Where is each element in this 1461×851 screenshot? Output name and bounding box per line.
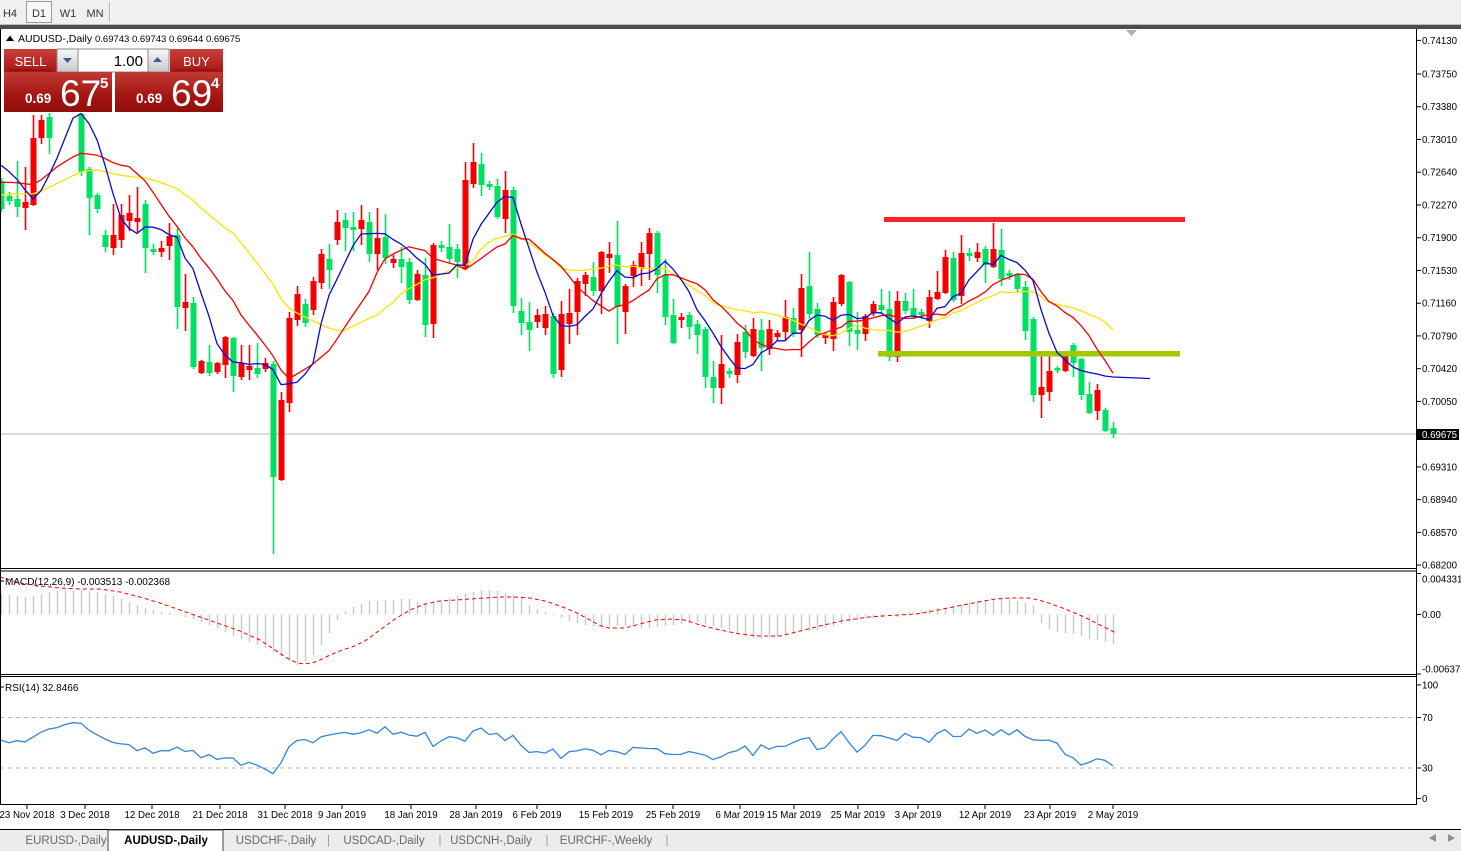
svg-text:0.70420: 0.70420 bbox=[1422, 364, 1458, 375]
svg-text:0.73380: 0.73380 bbox=[1422, 102, 1458, 113]
svg-text:-0.006373: -0.006373 bbox=[1422, 665, 1461, 676]
svg-text:1.00: 1.00 bbox=[114, 53, 143, 70]
svg-text:12 Dec 2018: 12 Dec 2018 bbox=[125, 810, 180, 821]
svg-text:0: 0 bbox=[1422, 794, 1428, 805]
svg-text:RSI(14) 32.8466: RSI(14) 32.8466 bbox=[5, 683, 79, 694]
svg-text:4: 4 bbox=[211, 75, 220, 92]
svg-text:18 Jan 2019: 18 Jan 2019 bbox=[384, 810, 437, 821]
svg-text:23 Nov 2018: 23 Nov 2018 bbox=[0, 810, 54, 821]
svg-text:69: 69 bbox=[171, 73, 212, 114]
svg-text:28 Jan 2019: 28 Jan 2019 bbox=[449, 810, 502, 821]
svg-text:0.004331: 0.004331 bbox=[1422, 575, 1461, 586]
svg-text:67: 67 bbox=[60, 73, 101, 114]
svg-text:0.71160: 0.71160 bbox=[1422, 299, 1457, 310]
svg-text:0.00: 0.00 bbox=[1422, 610, 1441, 621]
svg-text:0.73010: 0.73010 bbox=[1422, 135, 1458, 146]
svg-text:0.69675: 0.69675 bbox=[1422, 430, 1457, 441]
svg-text:25 Feb 2019: 25 Feb 2019 bbox=[646, 810, 700, 821]
svg-text:USDCAD-,Daily: USDCAD-,Daily bbox=[343, 835, 424, 847]
svg-text:0.69310: 0.69310 bbox=[1422, 462, 1458, 473]
svg-text:0.69: 0.69 bbox=[136, 91, 162, 106]
svg-text:AUDUSD-,Daily: AUDUSD-,Daily bbox=[124, 835, 208, 847]
svg-text:H4: H4 bbox=[3, 8, 17, 20]
svg-text:23 Apr 2019: 23 Apr 2019 bbox=[1024, 810, 1076, 821]
svg-text:USDCHF-,Daily: USDCHF-,Daily bbox=[236, 835, 317, 847]
svg-text:12 Apr 2019: 12 Apr 2019 bbox=[959, 810, 1011, 821]
svg-text:0.73750: 0.73750 bbox=[1422, 70, 1458, 81]
svg-text:3 Dec 2018: 3 Dec 2018 bbox=[60, 810, 110, 821]
svg-text:2 May 2019: 2 May 2019 bbox=[1088, 810, 1139, 821]
svg-text:MN: MN bbox=[86, 8, 103, 20]
svg-text:0.70790: 0.70790 bbox=[1422, 331, 1458, 342]
svg-text:25 Mar 2019: 25 Mar 2019 bbox=[831, 810, 885, 821]
svg-text:|: | bbox=[439, 835, 442, 847]
svg-text:MACD(12,26,9) -0.003513 -0.002: MACD(12,26,9) -0.003513 -0.002368 bbox=[5, 577, 171, 588]
svg-text:0.72270: 0.72270 bbox=[1422, 201, 1458, 212]
svg-text:0.68570: 0.68570 bbox=[1422, 528, 1458, 539]
svg-text:0.72640: 0.72640 bbox=[1422, 168, 1458, 179]
svg-text:EURCHF-,Weekly: EURCHF-,Weekly bbox=[560, 835, 653, 847]
svg-text:USDCNH-,Daily: USDCNH-,Daily bbox=[450, 835, 532, 847]
svg-text:EURUSD-,Daily: EURUSD-,Daily bbox=[25, 835, 106, 847]
svg-text:0.68200: 0.68200 bbox=[1422, 561, 1458, 572]
svg-text:30: 30 bbox=[1422, 764, 1433, 775]
svg-text:0.69743 0.69743 0.69644 0.6967: 0.69743 0.69743 0.69644 0.69675 bbox=[95, 34, 240, 45]
svg-text:9 Jan 2019: 9 Jan 2019 bbox=[318, 810, 366, 821]
svg-text:15 Mar 2019: 15 Mar 2019 bbox=[767, 810, 821, 821]
svg-text:0.74130: 0.74130 bbox=[1422, 36, 1458, 47]
svg-text:W1: W1 bbox=[60, 8, 77, 20]
svg-text:0.71530: 0.71530 bbox=[1422, 266, 1458, 277]
svg-text:100: 100 bbox=[1422, 680, 1439, 691]
svg-text:AUDUSD-,Daily: AUDUSD-,Daily bbox=[18, 33, 93, 45]
svg-text:6 Feb 2019: 6 Feb 2019 bbox=[512, 810, 561, 821]
svg-text:15 Feb 2019: 15 Feb 2019 bbox=[579, 810, 633, 821]
svg-text:5: 5 bbox=[100, 75, 108, 92]
svg-text:BUY: BUY bbox=[183, 54, 210, 69]
svg-text:D1: D1 bbox=[32, 8, 46, 20]
svg-text:31 Dec 2018: 31 Dec 2018 bbox=[258, 810, 313, 821]
svg-text:|: | bbox=[546, 835, 549, 847]
svg-text:21 Dec 2018: 21 Dec 2018 bbox=[193, 810, 248, 821]
svg-text:0.69: 0.69 bbox=[25, 91, 51, 106]
svg-text:SELL: SELL bbox=[15, 54, 47, 69]
svg-text:70: 70 bbox=[1422, 713, 1433, 724]
svg-text:|: | bbox=[327, 835, 330, 847]
svg-text:3 Apr 2019: 3 Apr 2019 bbox=[895, 810, 942, 821]
svg-text:|: | bbox=[666, 835, 669, 847]
svg-text:0.71900: 0.71900 bbox=[1422, 233, 1458, 244]
svg-text:0.70050: 0.70050 bbox=[1422, 397, 1458, 408]
svg-text:0.68940: 0.68940 bbox=[1422, 495, 1458, 506]
svg-text:6 Mar 2019: 6 Mar 2019 bbox=[715, 810, 764, 821]
